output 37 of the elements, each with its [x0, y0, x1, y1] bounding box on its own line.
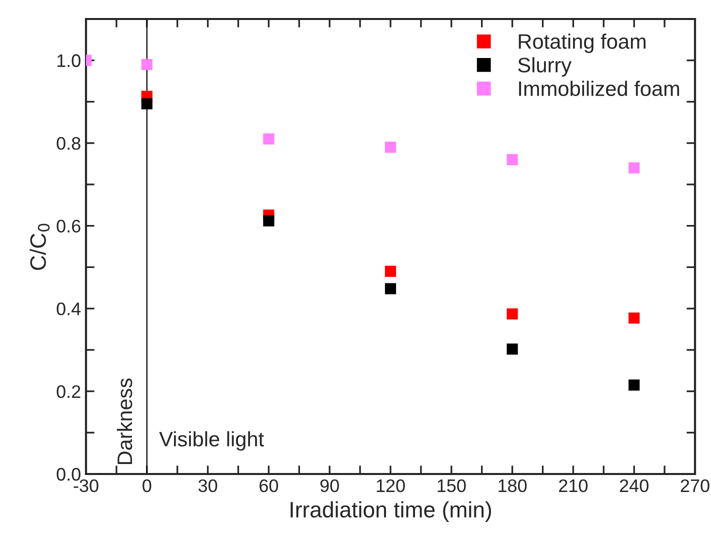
legend-label: Slurry	[518, 57, 572, 77]
x-tick-label: 270	[680, 479, 710, 492]
point	[141, 58, 152, 70]
legend-label: Immobilized foam	[519, 80, 680, 96]
x-tick-label: 30	[198, 479, 218, 492]
annotation: Visible light	[159, 431, 264, 451]
point	[141, 98, 152, 110]
x-tick-label: 120	[376, 479, 405, 492]
point	[628, 162, 640, 174]
point	[628, 380, 640, 391]
y-tick-label: 0.4	[56, 302, 81, 316]
x-tick-label: 210	[559, 479, 588, 492]
y-tick-label: 1.0	[57, 54, 80, 68]
x-tick-label: -30	[74, 479, 98, 492]
point	[384, 283, 396, 294]
y-axis-title: C/C$_{0}$	[30, 224, 50, 270]
x-axis-title: Irradiation time (min)	[290, 501, 492, 522]
y-tick-label: 0.2	[56, 385, 80, 398]
x-tick-label: 180	[498, 479, 527, 492]
x-tick-label: 240	[620, 479, 648, 492]
y-tick-label: 0.0	[56, 468, 80, 481]
point	[506, 154, 518, 166]
point	[506, 308, 518, 320]
y-tick-label: 0.8	[56, 137, 80, 150]
point	[263, 215, 274, 226]
y-tick-label: 0.6	[56, 220, 80, 233]
point	[384, 266, 396, 277]
point	[506, 344, 518, 355]
x-tick-label: 60	[260, 479, 278, 492]
point	[384, 142, 396, 153]
x-tick-label: 90	[320, 479, 339, 492]
annotation: Darkness	[116, 378, 132, 464]
legend-label: Rotating foam	[518, 34, 646, 54]
x-tick-label: 150	[438, 479, 466, 492]
point	[628, 312, 640, 324]
point	[263, 133, 274, 145]
x-tick-label: 0	[142, 479, 152, 492]
